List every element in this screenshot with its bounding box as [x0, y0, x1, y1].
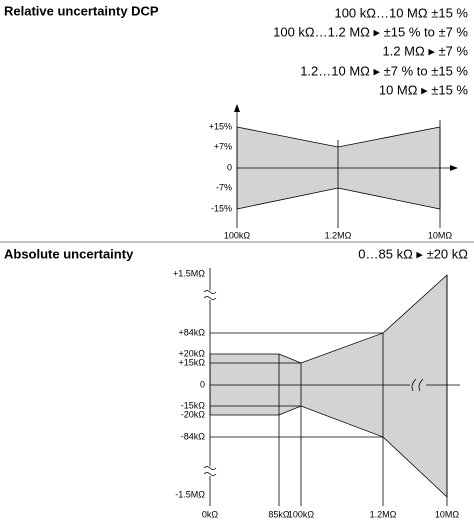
- section-title: Relative uncertainty DCP: [4, 3, 159, 18]
- axis-label: +15%: [209, 121, 232, 131]
- axis-label: +1.5MΩ: [173, 268, 205, 278]
- axis-break: [200, 290, 220, 300]
- axis-label: 85kΩ: [268, 509, 290, 519]
- axis-label: 10MΩ: [428, 230, 453, 240]
- spec-line: 1.2…10 MΩ ▸ ±7 % to ±15 %: [300, 63, 468, 78]
- axis-label: -1.5MΩ: [175, 489, 205, 499]
- spec-line: 0…85 kΩ ▸ ±20 kΩ: [358, 246, 468, 261]
- spec-line: 1.2 MΩ ▸ ±7 %: [382, 43, 468, 58]
- diagram-relative: [234, 104, 458, 228]
- axis-label: 1.2MΩ: [370, 509, 397, 519]
- axis-label: -7%: [216, 182, 232, 192]
- axis-label: +20kΩ: [179, 348, 206, 358]
- spec-line: 100 kΩ…1.2 MΩ ▸ ±15 % to ±7 %: [273, 24, 468, 39]
- axis-break: [203, 466, 217, 476]
- axis-label: -15%: [211, 203, 232, 213]
- axis-label: 100kΩ: [288, 509, 315, 519]
- axis-label: 0: [227, 162, 232, 172]
- axis-label: 0kΩ: [202, 509, 219, 519]
- spec-line: 100 kΩ…10 MΩ ±15 %: [334, 5, 468, 20]
- axis-label: +7%: [214, 141, 232, 151]
- axis-break: [203, 290, 217, 300]
- axis-label: -20kΩ: [181, 409, 206, 419]
- axis-label: -84kΩ: [181, 431, 206, 441]
- axis-break: [411, 378, 424, 392]
- spec-line: 10 MΩ ▸ ±15 %: [379, 82, 469, 97]
- axis-label: 1.2MΩ: [325, 230, 352, 240]
- axis-label: +84kΩ: [179, 327, 206, 337]
- axis-label: 0: [200, 379, 205, 389]
- axis-label: 10MΩ: [435, 509, 460, 519]
- axis-label: +15kΩ: [179, 357, 206, 367]
- axis-label: 100kΩ: [224, 230, 251, 240]
- axis-label: -15kΩ: [181, 400, 206, 410]
- arrow: [450, 165, 458, 171]
- diagram-absolute: [200, 268, 460, 506]
- axis-break: [200, 466, 220, 476]
- arrow: [234, 104, 240, 112]
- section-title: Absolute uncertainty: [4, 246, 134, 261]
